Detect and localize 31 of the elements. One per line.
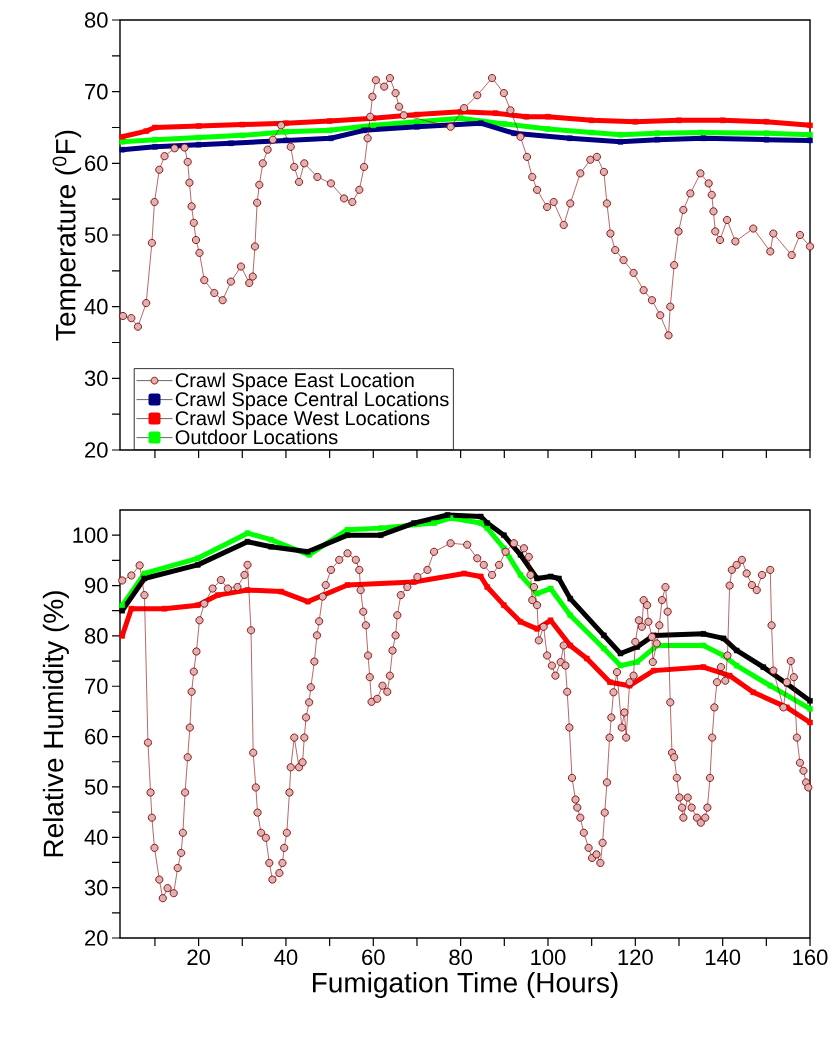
y-tick-label: 30 — [84, 879, 108, 896]
y-tick-label: 70 — [85, 83, 108, 100]
x-tick-label: 60 — [362, 949, 385, 966]
y-tick-label: 90 — [85, 577, 108, 594]
legend-label: Outdoor Locations — [175, 429, 338, 445]
y-tick-label: 80 — [84, 628, 108, 644]
x-tick-label: 40 — [274, 949, 298, 966]
y-tick-label: 40 — [84, 829, 108, 846]
y-tick-label: 20 — [85, 930, 108, 946]
y-tick-label: 30 — [84, 370, 108, 387]
x-tick-label: 140 — [705, 949, 741, 966]
y-tick-label: 60 — [85, 728, 108, 745]
x-tick-label: 160 — [793, 949, 828, 966]
y-tick-label: 100 — [73, 527, 108, 543]
y-axis-title: Temperature ($^{0}$F) — [52, 130, 82, 341]
y-tick-label: 40 — [84, 298, 108, 315]
legend-label: Crawl Space East Location — [175, 372, 414, 392]
y-tick-label: 80 — [84, 12, 108, 28]
y-tick-label: 20 — [85, 442, 108, 458]
x-tick-label: 120 — [618, 949, 653, 966]
legend-label: Crawl Space West Locations — [175, 410, 430, 430]
x-axis-title: Fumigation Time (Hours) — [313, 971, 618, 999]
y-tick-label: 50 — [84, 227, 108, 243]
y-tick-label: 70 — [85, 678, 108, 695]
legend-label: Crawl Space Central Locations — [175, 391, 449, 411]
x-tick-label: 80 — [449, 949, 473, 966]
x-tick-label: 100 — [531, 949, 566, 966]
y-axis-title: Relative Humidity (%) — [42, 591, 69, 857]
y-tick-label: 60 — [85, 155, 108, 172]
x-tick-label: 20 — [187, 949, 210, 966]
y-tick-label: 50 — [84, 779, 108, 795]
